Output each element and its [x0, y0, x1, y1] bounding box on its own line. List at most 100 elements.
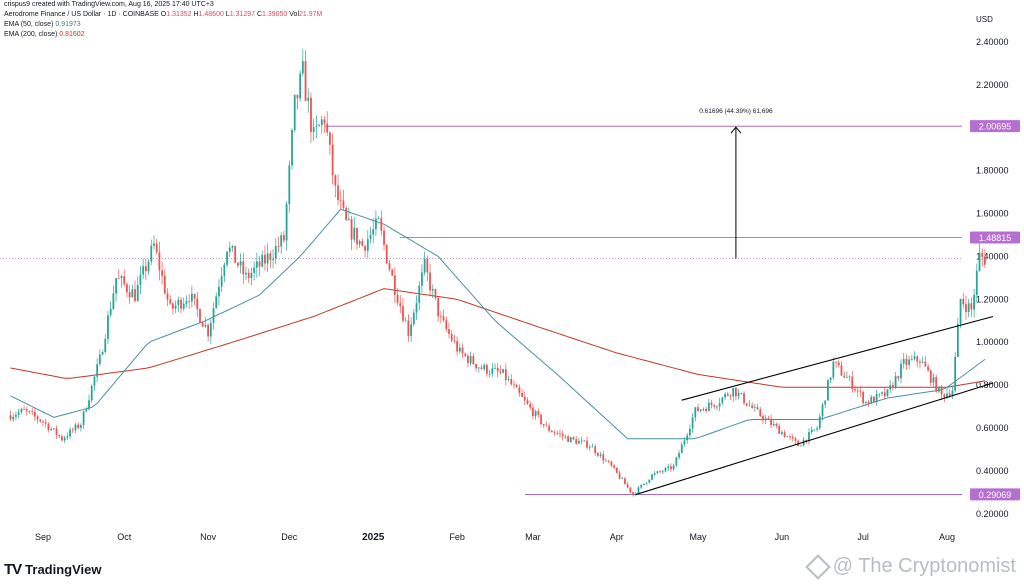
candle-body: [805, 439, 808, 442]
candle-body: [672, 465, 675, 470]
candle-body: [280, 235, 283, 247]
candle-body: [967, 303, 970, 313]
y-tick-label: 1.00000: [976, 337, 1009, 347]
candle-body: [282, 235, 285, 241]
candle-body: [827, 380, 829, 401]
candle-body: [299, 73, 302, 99]
candle-body: [919, 361, 921, 363]
candle-body: [810, 429, 813, 433]
candle-body: [532, 407, 534, 417]
candle-body: [902, 358, 905, 364]
ohlc-value-l: 1.31297: [229, 11, 257, 18]
candle-body: [808, 432, 810, 442]
level-badge-label: 0.29069: [979, 490, 1012, 500]
candle-body: [602, 454, 605, 461]
candle-body: [586, 440, 588, 448]
candle-body: [716, 406, 718, 408]
candle-body: [873, 396, 875, 403]
candle-body: [120, 276, 123, 279]
candle-body: [469, 356, 472, 364]
x-tick-label: Aug: [939, 532, 955, 542]
level-badge-label: 1.48815: [979, 233, 1012, 243]
candle-body: [36, 416, 39, 420]
candle-body: [726, 393, 729, 396]
candle-body: [126, 284, 128, 293]
candle-body: [694, 407, 697, 418]
candle-body: [575, 439, 578, 444]
candle-body: [17, 412, 20, 415]
tradingview-logo-icon: TV: [4, 561, 22, 578]
candle-body: [79, 425, 82, 428]
candle-body: [667, 466, 670, 469]
candle-body: [247, 272, 250, 278]
candle-body: [448, 329, 450, 335]
candle-body: [943, 394, 946, 398]
price-levels: 2.00695 1.48815 0.29069: [0, 120, 1020, 501]
level-badge: [970, 488, 1020, 501]
candle-body: [69, 429, 71, 437]
ohlc-label-h: H: [193, 11, 199, 18]
candle-body: [372, 229, 375, 235]
ohlc-value-o: 1.31352: [166, 11, 194, 18]
candle-body: [659, 471, 662, 473]
candle-body: [561, 433, 564, 437]
candle-body: [799, 445, 802, 447]
tradingview-logo: TV TradingView: [4, 561, 102, 578]
candle-body: [916, 356, 919, 362]
candle-body: [169, 299, 172, 304]
candle-body: [959, 298, 962, 325]
candle-body: [965, 304, 967, 313]
candle-body: [504, 368, 507, 380]
cryptonomist-logo-icon: [804, 553, 831, 580]
candle-body: [678, 453, 680, 458]
candle-body: [889, 385, 892, 390]
candle-body: [818, 416, 821, 429]
candle-body: [637, 487, 640, 494]
candle-body: [791, 436, 794, 439]
candle-body: [434, 288, 437, 298]
candle-body: [553, 432, 556, 434]
candle-body: [410, 324, 413, 336]
candle-body: [326, 123, 329, 133]
ohlc-value-c: 1.39050: [262, 11, 290, 18]
candle-body: [153, 243, 155, 246]
candle-body: [383, 230, 385, 245]
candle-body: [467, 355, 469, 364]
candle-body: [58, 435, 61, 437]
candle-body: [564, 436, 567, 438]
candle-body: [924, 361, 927, 367]
candle-body: [537, 411, 540, 415]
candle-body: [104, 338, 107, 353]
candle-body: [664, 468, 667, 472]
candle-body: [63, 437, 66, 441]
candle-body: [345, 207, 348, 220]
candle-body: [20, 408, 23, 413]
candle-body: [862, 392, 865, 403]
candle-body: [661, 471, 664, 473]
candle-body: [680, 444, 683, 454]
candle-body: [781, 432, 783, 434]
candle-body: [488, 373, 491, 375]
candle-body: [683, 440, 686, 445]
candle-body: [396, 294, 399, 303]
candle-body: [572, 437, 575, 440]
candle-body: [439, 316, 442, 318]
candle-body: [391, 269, 394, 276]
candle-body: [534, 411, 537, 417]
candle-body: [843, 375, 846, 378]
candle-body: [304, 61, 307, 101]
candle-body: [358, 240, 361, 245]
candle-body: [147, 261, 150, 272]
x-tick-label: Nov: [200, 532, 217, 542]
candle-body: [721, 397, 724, 404]
candle-body: [886, 389, 889, 397]
candle-body: [875, 394, 878, 403]
candle-body: [155, 243, 158, 253]
candle-body: [735, 387, 737, 397]
candle-body: [496, 367, 499, 372]
candle-body: [975, 270, 978, 296]
candle-body: [255, 261, 258, 268]
candle-body: [47, 423, 50, 430]
ohlc-values: O1.31352 H1.48600 L1.31297 C1.39050: [161, 11, 289, 18]
